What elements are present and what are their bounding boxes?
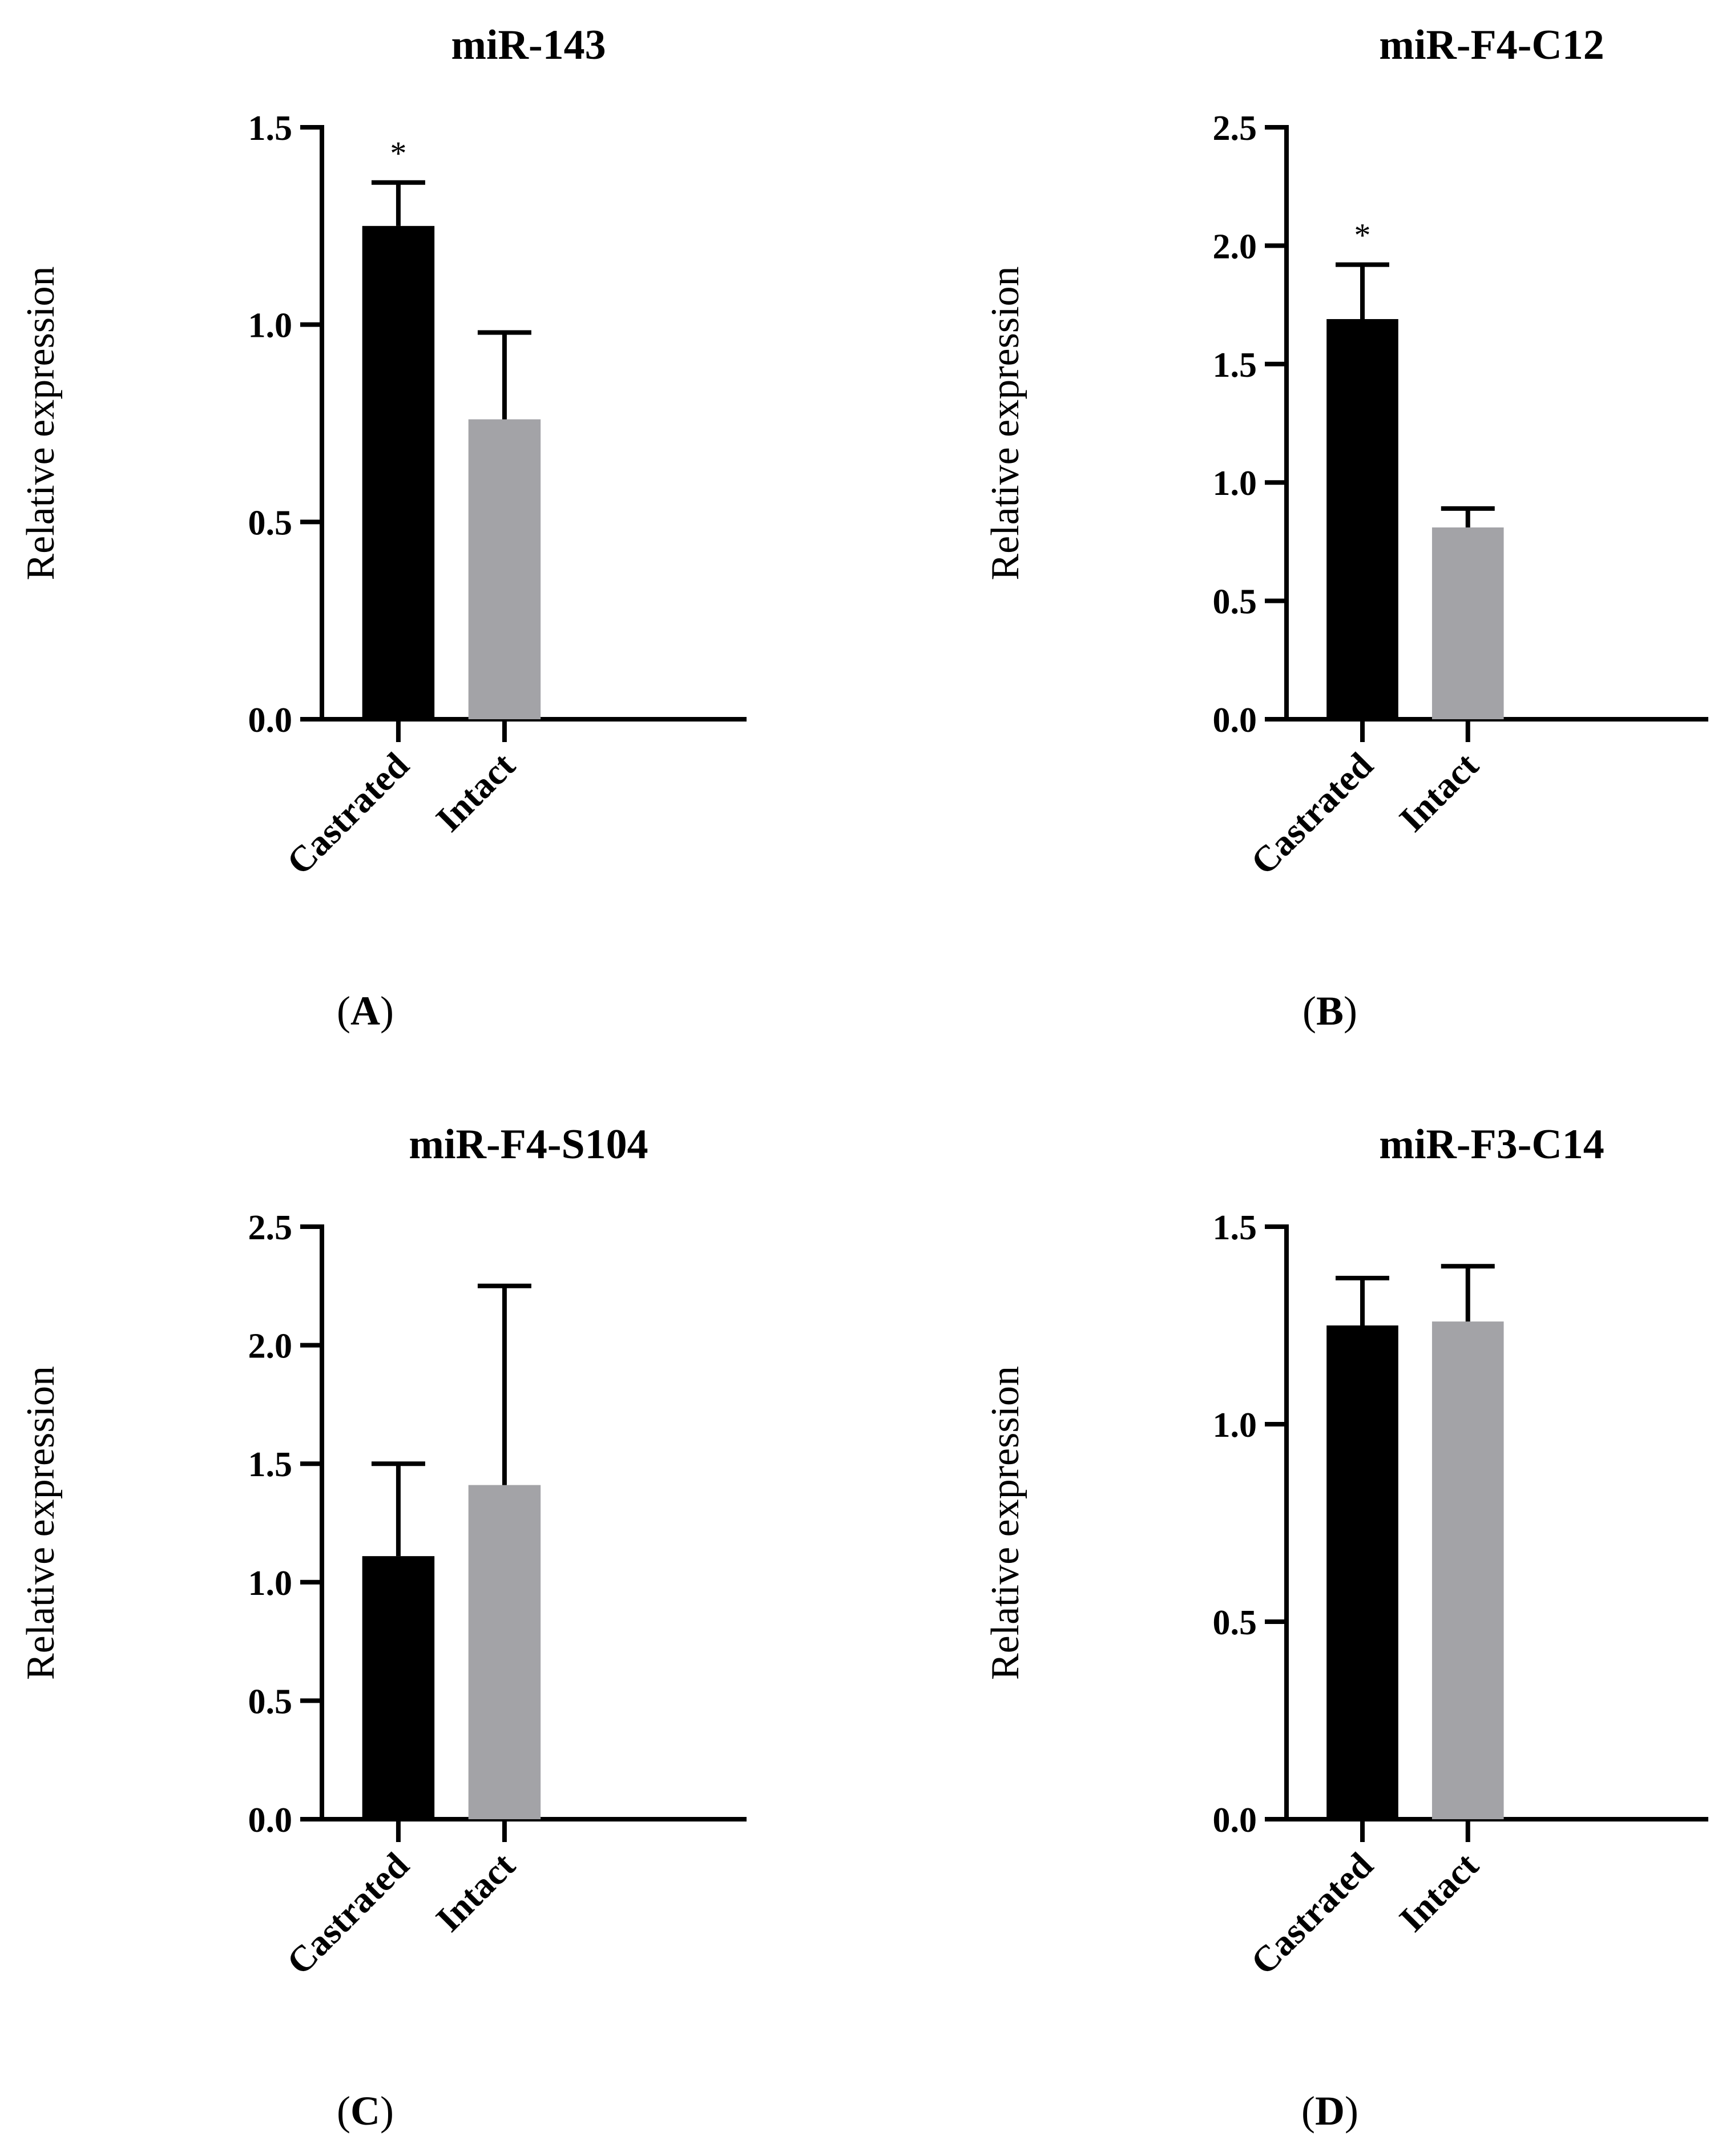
bar-castrated — [1326, 319, 1398, 719]
y-tick-label: 2.0 — [248, 1327, 293, 1366]
y-axis-label: Relative expression — [983, 266, 1027, 580]
x-tick-label-intact: Intact — [1392, 1844, 1486, 1939]
x-tick-label-intact: Intact — [1392, 744, 1486, 839]
y-axis-label: Relative expression — [983, 1366, 1027, 1680]
bar-intact — [468, 1485, 541, 1819]
panel-letter: A — [350, 988, 380, 1034]
panel-d: miR-F3-C14 Relative expression 0.0 0.5 1.0 1.… — [983, 1121, 1708, 2134]
bar-intact — [1431, 527, 1504, 719]
significance-marker: * — [390, 135, 406, 172]
y-tick-label: 0.0 — [248, 1801, 293, 1840]
x-tick-label-intact: Intact — [428, 1844, 523, 1939]
y-tick-label: 1.5 — [1213, 1208, 1257, 1247]
panel-label: (A) — [337, 988, 394, 1034]
y-tick-label: 2.0 — [1213, 227, 1257, 266]
y-axis-label: Relative expression — [19, 1366, 63, 1680]
chart-title: miR-143 — [451, 22, 606, 68]
y-tick-label: 1.0 — [1213, 1406, 1257, 1445]
y-tick-label: 1.0 — [248, 1564, 293, 1603]
bar-intact — [468, 419, 541, 719]
panel-letter: B — [1316, 988, 1344, 1034]
bar-castrated — [1326, 1325, 1398, 1819]
x-tick-label-castrated: Castrated — [1243, 745, 1381, 882]
chart-title: miR-F3-C14 — [1379, 1121, 1604, 1168]
panel-b: miR-F4-C12 Relative expression 0.0 0.5 1.0 1.… — [983, 22, 1708, 1034]
chart-title: miR-F4-S104 — [409, 1121, 648, 1168]
x-tick-label-castrated: Castrated — [279, 745, 417, 882]
y-tick-label: 1.5 — [248, 109, 293, 148]
y-tick-label: 0.5 — [1213, 583, 1257, 622]
y-tick-label: 0.0 — [1213, 701, 1257, 740]
bar-castrated — [362, 225, 435, 719]
chart-title: miR-F4-C12 — [1379, 22, 1604, 68]
y-tick-label: 1.0 — [248, 307, 293, 345]
y-tick-label: 1.5 — [248, 1445, 293, 1484]
panel-letter: C — [350, 2088, 380, 2134]
panel-label: (C) — [337, 2088, 394, 2134]
significance-marker: * — [1354, 217, 1371, 254]
bar-castrated — [362, 1556, 435, 1819]
y-tick-label: 0.0 — [1213, 1801, 1257, 1840]
y-tick-label: 1.0 — [1213, 464, 1257, 503]
panel-label: (D) — [1301, 2088, 1358, 2134]
x-tick-label-castrated: Castrated — [279, 1845, 417, 1982]
y-tick-label: 2.5 — [1213, 109, 1257, 148]
bar-intact — [1431, 1321, 1504, 1819]
panel-a: miR-143 Relative expression 0.0 0.5 1.0 1.5 * C… — [19, 22, 747, 1034]
y-tick-label: 2.5 — [248, 1208, 293, 1247]
panel-c: miR-F4-S104 Relative expression 0.0 0.5 1.0 1… — [19, 1121, 747, 2134]
panel-label: (B) — [1302, 988, 1357, 1034]
x-tick-label-castrated: Castrated — [1243, 1845, 1381, 1982]
y-tick-label: 0.5 — [248, 1682, 293, 1721]
y-tick-label: 0.5 — [1213, 1603, 1257, 1642]
y-axis-label: Relative expression — [19, 266, 63, 580]
y-tick-label: 1.5 — [1213, 346, 1257, 385]
y-tick-label: 0.0 — [248, 701, 293, 740]
panel-letter: D — [1315, 2088, 1345, 2134]
x-tick-label-intact: Intact — [428, 744, 523, 839]
y-tick-label: 0.5 — [248, 503, 293, 542]
